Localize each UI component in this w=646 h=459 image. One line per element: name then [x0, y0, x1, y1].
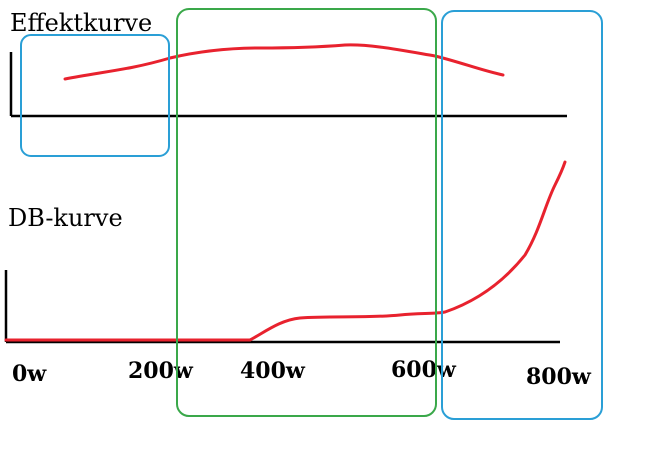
x-tick-0w: 0w [12, 361, 47, 387]
highlight-box-green-mid [176, 8, 437, 417]
x-tick-400w: 400w [240, 358, 306, 384]
x-tick-800w: 800w [526, 364, 592, 390]
x-tick-200w: 200w [128, 358, 194, 384]
db-curve-title: DB-kurve [8, 204, 123, 232]
highlight-box-blue-high [441, 10, 603, 420]
highlight-box-blue-low [20, 34, 170, 157]
x-tick-600w: 600w [391, 357, 457, 383]
effect-curve [63, 43, 505, 81]
effect-curve-panel: Effektkurve [9, 9, 567, 118]
x-tick-labels: 0w 200w 400w 600w 800w [12, 357, 592, 390]
db-curve-panel: DB-kurve [4, 160, 567, 344]
db-curve [4, 160, 567, 342]
effect-curve-title: Effektkurve [10, 9, 152, 37]
